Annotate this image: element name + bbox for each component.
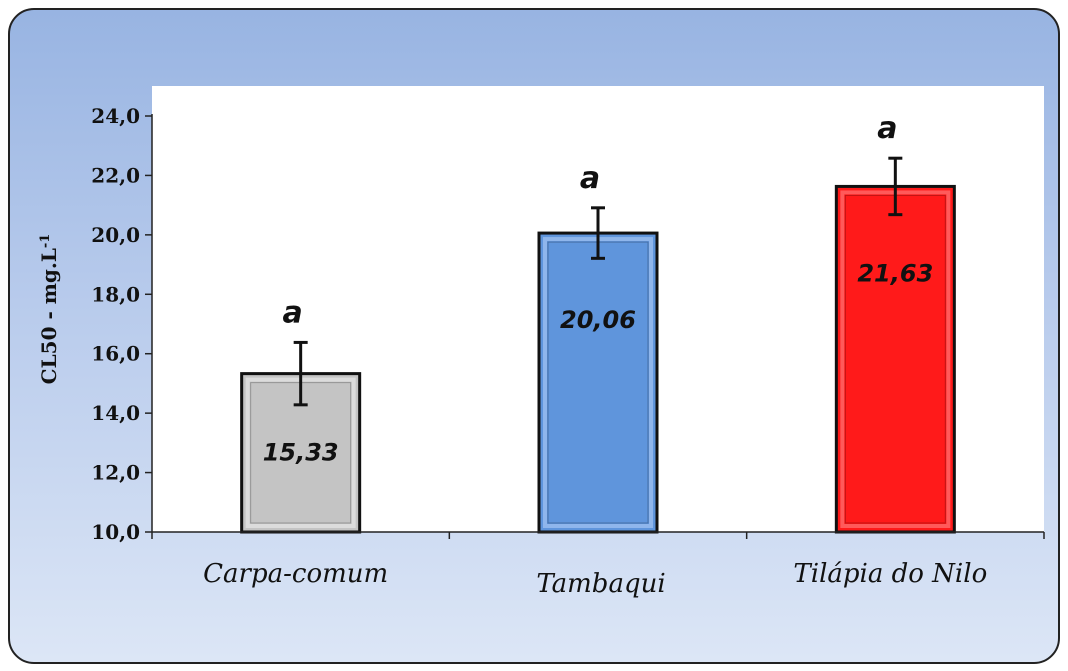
x-category-label: Tilápia do Nilo	[793, 559, 987, 589]
y-tick-label: 22,0	[91, 163, 140, 187]
significance-label: a	[283, 295, 303, 330]
bar-value-label: 15,33	[263, 439, 339, 467]
y-tick-label: 18,0	[91, 282, 140, 306]
y-tick-label: 12,0	[91, 461, 140, 485]
x-category-label: Tambaqui	[536, 569, 665, 599]
y-tick-label: 24,0	[91, 104, 140, 128]
bar-value-label: 20,06	[560, 306, 636, 334]
bar-value-label: 21,63	[857, 259, 933, 287]
significance-label: a	[580, 161, 600, 196]
y-tick-label: 16,0	[91, 342, 140, 366]
bar	[537, 231, 659, 534]
y-tick-label: 20,0	[91, 223, 140, 247]
x-category-label: Carpa-comum	[203, 559, 388, 589]
bar	[834, 184, 956, 534]
y-tick-label: 14,0	[91, 401, 140, 425]
y-axis-label-superscript: -1	[38, 234, 53, 248]
y-tick-label: 10,0	[91, 520, 140, 544]
y-axis-label-main: CL50 - mg.L	[37, 248, 61, 384]
y-axis-label: CL50 - mg.L-1	[37, 234, 61, 385]
significance-label: a	[877, 111, 897, 146]
